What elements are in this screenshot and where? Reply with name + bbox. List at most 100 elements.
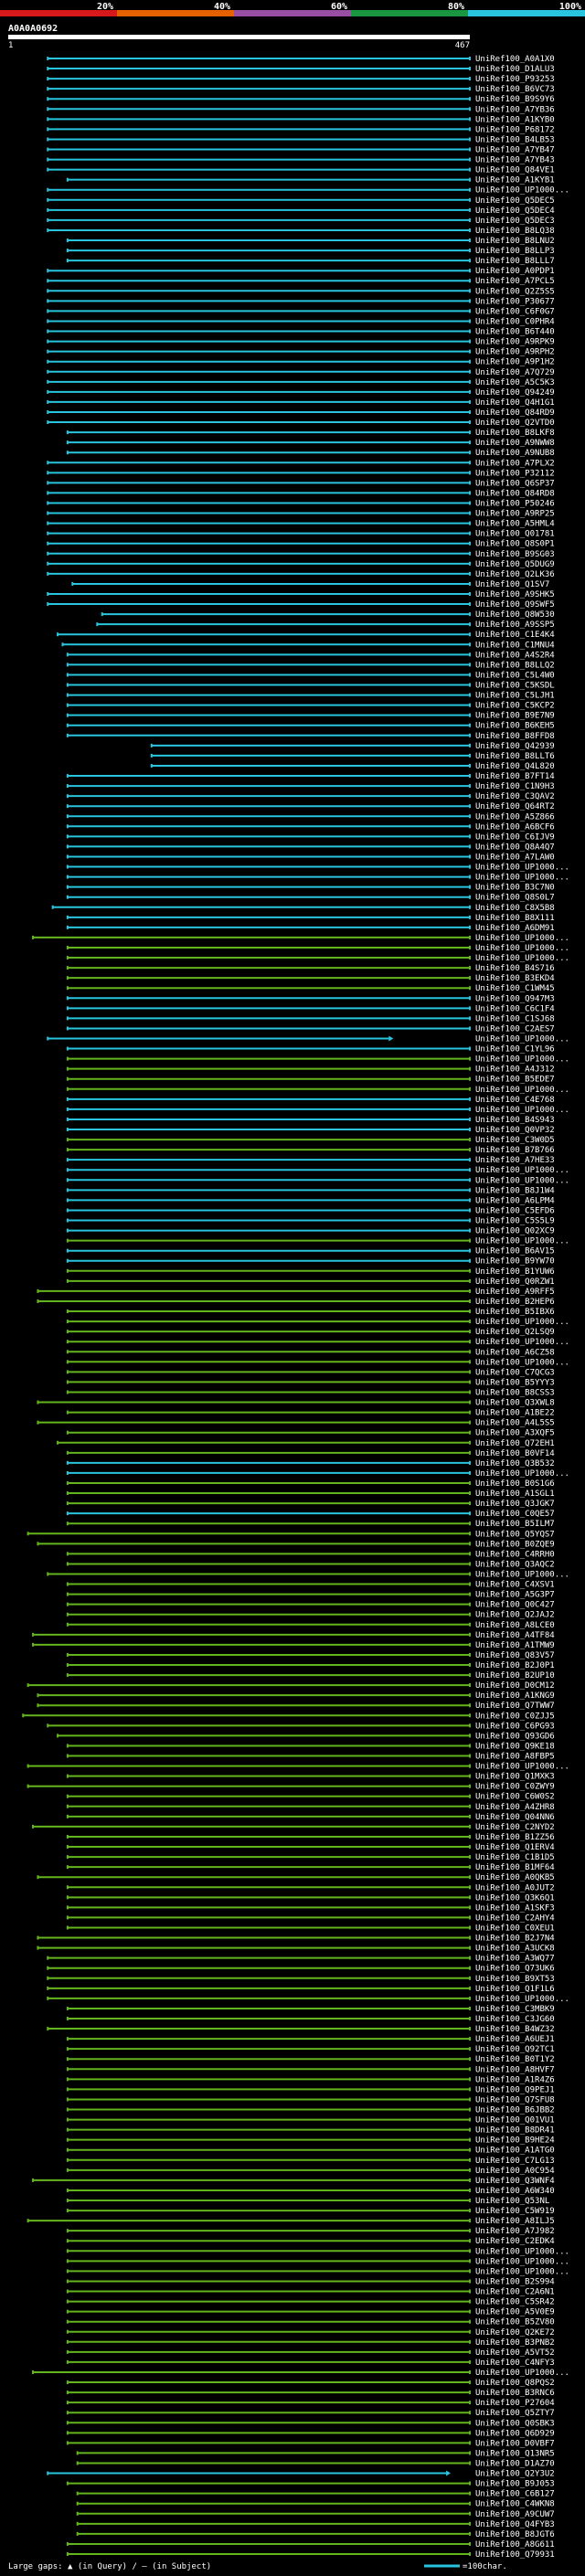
hit-row[interactable]: UniRef100_D0VBF7 xyxy=(66,2439,555,2448)
hit-row[interactable]: UniRef100_C5W919 xyxy=(66,2207,555,2216)
hit-label[interactable]: UniRef100_B8LLT6 xyxy=(475,752,555,761)
hit-label[interactable]: UniRef100_A1SGL1 xyxy=(475,1489,555,1499)
hit-label[interactable]: UniRef100_Q3K6Q1 xyxy=(475,1893,555,1903)
hit-row[interactable]: UniRef100_C0PHR4 xyxy=(47,317,555,326)
hit-row[interactable]: UniRef100_Q8W530 xyxy=(101,610,555,620)
hit-row[interactable]: UniRef100_Q83V57 xyxy=(66,1651,555,1660)
hit-label[interactable]: UniRef100_B8DR41 xyxy=(475,2126,555,2136)
hit-label[interactable]: UniRef100_A0C954 xyxy=(475,2167,555,2176)
hit-row[interactable]: UniRef100_C8X5B8 xyxy=(51,904,555,913)
hit-label[interactable]: UniRef100_B4S943 xyxy=(475,1116,555,1125)
hit-row[interactable]: UniRef100_B3C7N0 xyxy=(66,884,555,893)
hit-label[interactable]: UniRef100_A6CZ58 xyxy=(475,1348,555,1357)
hit-row[interactable]: UniRef100_C5KCP2 xyxy=(66,702,555,711)
hit-row[interactable]: UniRef100_B2HEP6 xyxy=(37,1298,555,1307)
hit-row[interactable]: UniRef100_B6JBB2 xyxy=(66,2106,555,2115)
hit-label[interactable]: UniRef100_C2A6N1 xyxy=(475,2288,555,2297)
hit-label[interactable]: UniRef100_UP1000... xyxy=(475,1318,569,1327)
hit-label[interactable]: UniRef100_Q2LK36 xyxy=(475,570,555,579)
hit-row[interactable]: UniRef100_Q53NL xyxy=(66,2197,549,2206)
hit-row[interactable]: UniRef100_Q3WNF4 xyxy=(32,2177,555,2186)
hit-row[interactable]: UniRef100_A1KNG9 xyxy=(37,1691,555,1701)
hit-label[interactable]: UniRef100_UP1000... xyxy=(475,954,569,963)
hit-label[interactable]: UniRef100_Q13NR5 xyxy=(475,2449,555,2458)
hit-label[interactable]: UniRef100_Q3AQC2 xyxy=(475,1560,555,1569)
hit-row[interactable]: UniRef100_Q7SFU8 xyxy=(66,2095,555,2104)
hit-label[interactable]: UniRef100_A1ATG0 xyxy=(475,2147,555,2156)
hit-label[interactable]: UniRef100_Q0RZW1 xyxy=(475,1277,555,1287)
hit-label[interactable]: UniRef100_B1YUW6 xyxy=(475,1267,555,1277)
hit-row[interactable]: UniRef100_P93253 xyxy=(47,75,555,84)
hit-label[interactable]: UniRef100_A0PDP1 xyxy=(475,267,555,276)
hit-row[interactable]: UniRef100_B4WZ32 xyxy=(47,2025,555,2034)
hit-row[interactable]: UniRef100_A6LPM4 xyxy=(66,1196,555,1205)
hit-row[interactable]: UniRef100_A5G3P7 xyxy=(66,1591,555,1600)
hit-row[interactable]: UniRef100_Q72EH1 xyxy=(57,1439,555,1448)
hit-label[interactable]: UniRef100_P30677 xyxy=(475,297,555,306)
hit-row[interactable]: UniRef100_C7QCG3 xyxy=(66,1368,555,1377)
hit-label[interactable]: UniRef100_Q01VU1 xyxy=(475,2116,555,2125)
hit-label[interactable]: UniRef100_Q3XWL8 xyxy=(475,1399,555,1408)
hit-label[interactable]: UniRef100_Q1SV7 xyxy=(475,580,549,589)
hit-label[interactable]: UniRef100_C2AHY4 xyxy=(475,1913,555,1923)
hit-label[interactable]: UniRef100_C1SJ68 xyxy=(475,1014,555,1023)
hit-row[interactable]: UniRef100_A7PLX2 xyxy=(47,459,555,468)
hit-row[interactable]: UniRef100_Q1F1L6 xyxy=(47,1985,555,1994)
hit-row[interactable]: UniRef100_Q01VU1 xyxy=(66,2116,555,2125)
hit-label[interactable]: UniRef100_UP1000... xyxy=(475,874,569,883)
hit-label[interactable]: UniRef100_UP1000... xyxy=(475,186,569,196)
hit-row[interactable]: UniRef100_C1SJ68 xyxy=(66,1014,555,1023)
hit-row[interactable]: UniRef100_Q84VE1 xyxy=(47,166,555,175)
hit-row[interactable]: UniRef100_C4WKN8 xyxy=(76,2500,555,2509)
hit-label[interactable]: UniRef100_A7YB47 xyxy=(475,146,555,155)
hit-row[interactable]: UniRef100_Q1SV7 xyxy=(71,580,549,589)
hit-label[interactable]: UniRef100_C1N9H3 xyxy=(475,782,555,791)
hit-row[interactable]: UniRef100_C6IJV9 xyxy=(66,832,555,842)
hit-label[interactable]: UniRef100_Q1ERV4 xyxy=(475,1843,555,1852)
hit-row[interactable]: UniRef100_A6UEJ1 xyxy=(66,2035,555,2044)
hit-row[interactable]: UniRef100_C3JG60 xyxy=(66,2015,555,2024)
hit-label[interactable]: UniRef100_Q79931 xyxy=(475,2550,555,2560)
hit-row[interactable]: UniRef100_A6BCF6 xyxy=(66,822,555,832)
hit-row[interactable]: UniRef100_UP1000... xyxy=(66,944,569,953)
hit-row[interactable]: UniRef100_Q42939 xyxy=(150,742,555,751)
hit-label[interactable]: UniRef100_Q72EH1 xyxy=(475,1439,555,1448)
hit-label[interactable]: UniRef100_C1WM45 xyxy=(475,984,555,993)
hit-row[interactable]: UniRef100_B8CSS3 xyxy=(66,1388,555,1397)
hit-row[interactable]: UniRef100_B3PNB2 xyxy=(66,2338,555,2348)
hit-row[interactable]: UniRef100_A0A1X0 xyxy=(47,55,555,64)
hit-label[interactable]: UniRef100_Q1MXK3 xyxy=(475,1773,555,1782)
hit-row[interactable]: UniRef100_Q4H1G1 xyxy=(47,398,555,408)
hit-label[interactable]: UniRef100_Q73UK6 xyxy=(475,1965,555,1974)
hit-label[interactable]: UniRef100_Q64RT2 xyxy=(475,802,555,811)
hit-row[interactable]: UniRef100_B8LLL7 xyxy=(66,257,555,266)
hit-label[interactable]: UniRef100_A9RPH2 xyxy=(475,348,555,357)
hit-label[interactable]: UniRef100_A4TF84 xyxy=(475,1631,555,1640)
hit-label[interactable]: UniRef100_C5S5L9 xyxy=(475,1217,555,1226)
hit-row[interactable]: UniRef100_Q2Y3U2 xyxy=(47,2470,555,2479)
hit-label[interactable]: UniRef100_A7YB43 xyxy=(475,156,555,165)
hit-label[interactable]: UniRef100_A7YB36 xyxy=(475,105,555,114)
hit-row[interactable]: UniRef100_A9NUB8 xyxy=(66,449,555,458)
hit-label[interactable]: UniRef100_C0QE57 xyxy=(475,1510,555,1519)
hit-row[interactable]: UniRef100_C1E4K4 xyxy=(57,631,555,640)
hit-label[interactable]: UniRef100_UP1000... xyxy=(475,1338,569,1347)
hit-label[interactable]: UniRef100_A9NUB8 xyxy=(475,449,555,458)
hit-row[interactable]: UniRef100_A7HE33 xyxy=(66,1156,555,1165)
hit-label[interactable]: UniRef100_B3PNB2 xyxy=(475,2338,555,2348)
hit-label[interactable]: UniRef100_Q42939 xyxy=(475,742,555,751)
hit-label[interactable]: UniRef100_B6VC73 xyxy=(475,85,555,94)
hit-row[interactable]: UniRef100_B6VC73 xyxy=(47,85,555,94)
hit-row[interactable]: UniRef100_Q01781 xyxy=(47,530,555,539)
hit-label[interactable]: UniRef100_Q94249 xyxy=(475,388,555,398)
hit-row[interactable]: UniRef100_Q93GD6 xyxy=(57,1732,555,1741)
hit-row[interactable]: UniRef100_B8LQ38 xyxy=(47,227,555,236)
hit-row[interactable]: UniRef100_B0VF14 xyxy=(66,1449,555,1458)
hit-row[interactable]: UniRef100_C2NYD2 xyxy=(32,1823,555,1832)
hit-label[interactable]: UniRef100_D1ALU3 xyxy=(475,65,555,74)
hit-label[interactable]: UniRef100_Q2LSQ9 xyxy=(475,1328,555,1337)
hit-row[interactable]: UniRef100_B9XT53 xyxy=(47,1975,555,1984)
hit-label[interactable]: UniRef100_Q2KE72 xyxy=(475,2328,555,2337)
hit-label[interactable]: UniRef100_B7B766 xyxy=(475,1146,555,1155)
hit-label[interactable]: UniRef100_A1KYB0 xyxy=(475,115,555,124)
